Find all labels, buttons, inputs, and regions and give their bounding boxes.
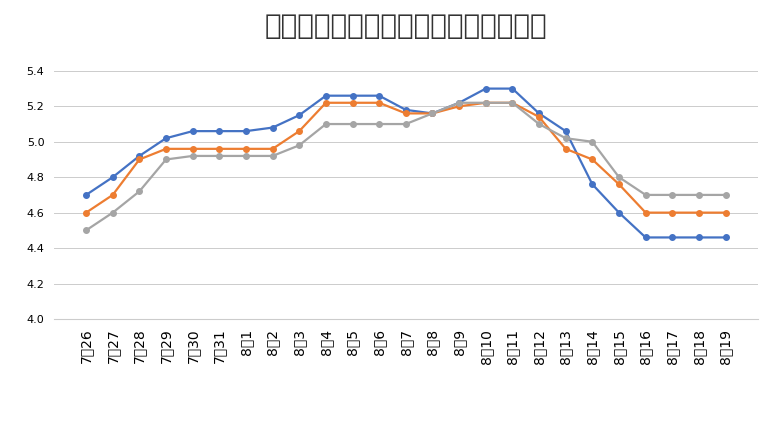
湖北 (455, 100, 464, 105)
湖北 (615, 175, 624, 180)
湖北 (295, 143, 304, 148)
河南 (215, 128, 224, 134)
河南 (481, 86, 490, 91)
湖北 (721, 192, 730, 198)
山东 (162, 146, 171, 152)
Title: 河南、山东、湖北地区鸡蛋价格走势图: 河南、山东、湖北地区鸡蛋价格走势图 (264, 12, 547, 40)
湖北 (561, 136, 570, 141)
河南 (295, 113, 304, 118)
湖北 (322, 121, 331, 127)
山东 (81, 210, 90, 215)
河南 (401, 107, 410, 113)
Line: 山东: 山东 (83, 100, 728, 215)
山东 (641, 210, 650, 215)
山东 (508, 100, 517, 105)
河南 (694, 235, 703, 240)
河南 (534, 111, 543, 116)
山东 (215, 146, 224, 152)
湖北 (694, 192, 703, 198)
湖北 (427, 111, 437, 116)
河南 (561, 128, 570, 134)
河南 (427, 111, 437, 116)
湖北 (401, 121, 410, 127)
湖北 (162, 157, 171, 162)
山东 (668, 210, 677, 215)
河南 (322, 93, 331, 98)
Line: 湖北: 湖北 (83, 100, 728, 233)
湖北 (81, 228, 90, 233)
河南 (81, 192, 90, 198)
山东 (348, 100, 357, 105)
河南 (135, 153, 144, 159)
河南 (641, 235, 650, 240)
湖北 (268, 153, 278, 159)
山东 (295, 128, 304, 134)
山东 (455, 104, 464, 109)
山东 (241, 146, 250, 152)
山东 (268, 146, 278, 152)
山东 (427, 111, 437, 116)
河南 (348, 93, 357, 98)
湖北 (375, 121, 384, 127)
山东 (375, 100, 384, 105)
湖北 (188, 153, 197, 159)
河南 (615, 210, 624, 215)
河南 (721, 235, 730, 240)
湖北 (481, 100, 490, 105)
河南 (455, 100, 464, 105)
山东 (322, 100, 331, 105)
湖北 (215, 153, 224, 159)
湖北 (587, 139, 597, 144)
湖北 (241, 153, 250, 159)
山东 (108, 192, 117, 198)
河南 (241, 128, 250, 134)
山东 (694, 210, 703, 215)
湖北 (135, 189, 144, 194)
湖北 (508, 100, 517, 105)
山东 (135, 157, 144, 162)
Line: 河南: 河南 (83, 86, 728, 240)
河南 (188, 128, 197, 134)
河南 (587, 182, 597, 187)
湖北 (668, 192, 677, 198)
河南 (375, 93, 384, 98)
湖北 (348, 121, 357, 127)
山东 (188, 146, 197, 152)
山东 (561, 146, 570, 152)
湖北 (641, 192, 650, 198)
湖北 (108, 210, 117, 215)
山东 (615, 182, 624, 187)
山东 (721, 210, 730, 215)
河南 (108, 175, 117, 180)
山东 (534, 114, 543, 120)
河南 (268, 125, 278, 130)
湖北 (534, 121, 543, 127)
山东 (481, 100, 490, 105)
山东 (401, 111, 410, 116)
河南 (162, 136, 171, 141)
河南 (668, 235, 677, 240)
山东 (587, 157, 597, 162)
河南 (508, 86, 517, 91)
